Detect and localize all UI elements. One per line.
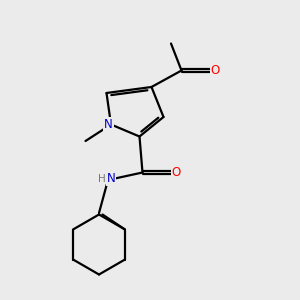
Text: O: O — [211, 64, 220, 77]
Text: H: H — [98, 173, 105, 184]
Text: O: O — [172, 166, 181, 179]
Text: N: N — [106, 172, 116, 185]
Text: N: N — [104, 118, 113, 131]
